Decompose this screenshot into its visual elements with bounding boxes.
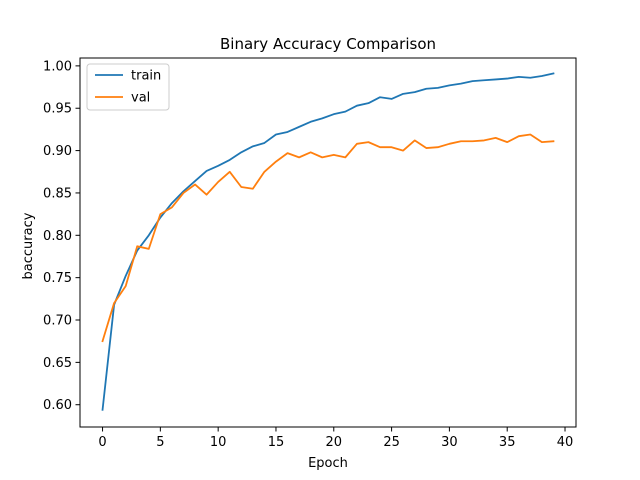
x-tick-label-35: 35 bbox=[499, 435, 516, 450]
y-tick-label-0.95: 0.95 bbox=[43, 102, 72, 117]
y-tick-label-1.00: 1.00 bbox=[43, 59, 72, 74]
y-axis-label: baccuracy bbox=[21, 212, 36, 279]
x-axis-label: Epoch bbox=[308, 456, 348, 471]
plot-frame bbox=[79, 57, 577, 428]
x-tick-label-15: 15 bbox=[268, 435, 285, 450]
x-tick-label-30: 30 bbox=[441, 435, 458, 450]
series-line-val bbox=[101, 133, 555, 343]
legend-label-train: train bbox=[131, 69, 161, 84]
x-tick-label-5: 5 bbox=[156, 435, 164, 450]
legend: train val bbox=[86, 63, 170, 111]
y-tick-label-0.65: 0.65 bbox=[43, 356, 72, 371]
series-layer bbox=[101, 72, 555, 411]
x-tick-label-10: 10 bbox=[210, 435, 227, 450]
y-tick-label-0.60: 0.60 bbox=[43, 398, 72, 413]
y-tick-label-0.90: 0.90 bbox=[43, 144, 72, 159]
plot-area bbox=[80, 58, 576, 427]
series-line-train bbox=[101, 72, 555, 411]
x-tick-label-20: 20 bbox=[326, 435, 343, 450]
x-tick-label-40: 40 bbox=[557, 435, 574, 450]
plot-background bbox=[80, 58, 576, 427]
y-tick-label-0.85: 0.85 bbox=[43, 186, 72, 201]
y-tick-label-0.75: 0.75 bbox=[43, 271, 72, 286]
legend-label-val: val bbox=[131, 91, 150, 106]
y-axis: 0.60 0.65 0.70 0.75 0.80 0.85 0.90 0.95 1.00 bbox=[43, 59, 80, 413]
x-axis: 0 5 10 15 20 25 30 35 40 bbox=[98, 427, 573, 450]
x-tick-label-0: 0 bbox=[98, 435, 106, 450]
y-tick-label-0.70: 0.70 bbox=[43, 314, 72, 329]
chart-title: Binary Accuracy Comparison bbox=[220, 35, 436, 53]
y-tick-label-0.80: 0.80 bbox=[43, 229, 72, 244]
x-tick-label-25: 25 bbox=[383, 435, 400, 450]
